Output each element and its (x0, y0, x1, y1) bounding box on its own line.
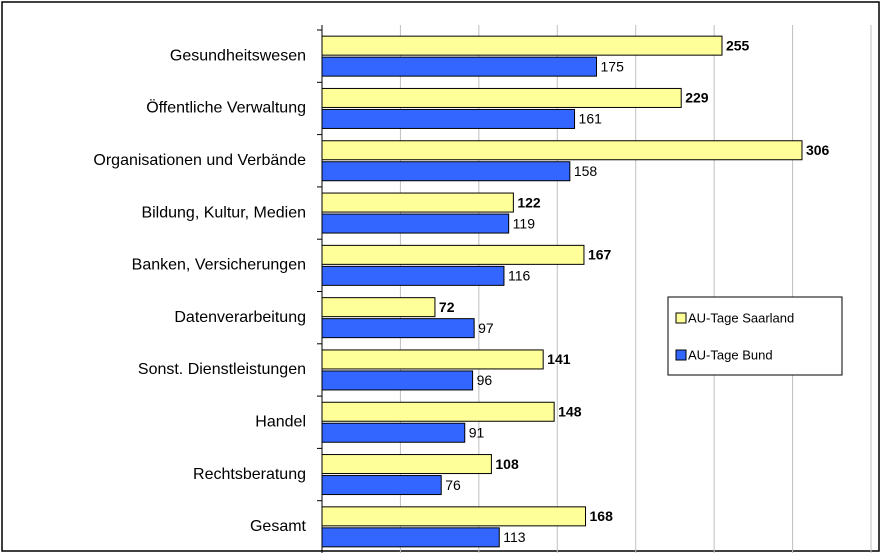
y-tick-label: Öffentliche Verwaltung (146, 99, 306, 117)
value-label: 97 (478, 320, 494, 336)
value-label: 119 (513, 215, 536, 231)
value-label: 122 (517, 194, 541, 210)
bar (321, 527, 500, 548)
y-tick-label: Organisationen und Verbände (93, 152, 306, 169)
value-label: 167 (588, 247, 612, 263)
value-label: 175 (601, 58, 625, 74)
value-label: 113 (503, 529, 526, 545)
bar (321, 401, 555, 422)
value-label: 116 (508, 268, 531, 284)
bar (321, 140, 803, 161)
y-tick-label: Datenverarbeitung (174, 309, 306, 326)
bar (321, 161, 571, 182)
legend-label: AU-Tage Bund (688, 347, 773, 362)
bar (321, 297, 436, 318)
value-label: 96 (477, 372, 493, 388)
value-label: 158 (574, 163, 598, 179)
bar (321, 35, 723, 56)
value-label: 76 (445, 477, 461, 493)
y-tick-label: Sonst. Dienstleistungen (138, 361, 306, 378)
value-label: 72 (439, 299, 455, 315)
y-tick-label: Bildung, Kultur, Medien (141, 204, 306, 221)
value-label: 229 (685, 90, 709, 106)
value-label: 148 (558, 403, 582, 419)
bar (321, 454, 492, 475)
value-label: 108 (495, 456, 519, 472)
legend-label: AU-Tage Saarland (688, 310, 794, 325)
bar (321, 108, 576, 129)
y-tick-label: Rechtsberatung (193, 466, 306, 483)
value-label: 91 (469, 424, 485, 440)
y-tick-label: Banken, Versicherungen (132, 257, 306, 274)
bar (321, 475, 442, 496)
bar (321, 213, 510, 234)
bar (321, 422, 466, 443)
y-tick-label: Handel (255, 413, 306, 430)
value-label: 255 (726, 37, 750, 53)
bar (321, 244, 585, 265)
bar (321, 318, 475, 339)
bar (321, 192, 514, 213)
bar (321, 56, 597, 77)
bar (321, 349, 544, 370)
legend-box (667, 296, 843, 376)
y-tick-label: Gesundheitswesen (170, 47, 306, 64)
bar (321, 370, 474, 391)
bar (321, 87, 682, 108)
bar (321, 506, 587, 527)
value-label: 306 (806, 142, 830, 158)
y-tick-label: Gesamt (250, 518, 307, 535)
legend-swatch (675, 312, 687, 324)
legend-swatch (675, 349, 687, 361)
value-label: 168 (590, 508, 614, 524)
bar (321, 265, 505, 286)
value-label: 161 (579, 111, 603, 127)
value-label: 141 (547, 351, 571, 367)
